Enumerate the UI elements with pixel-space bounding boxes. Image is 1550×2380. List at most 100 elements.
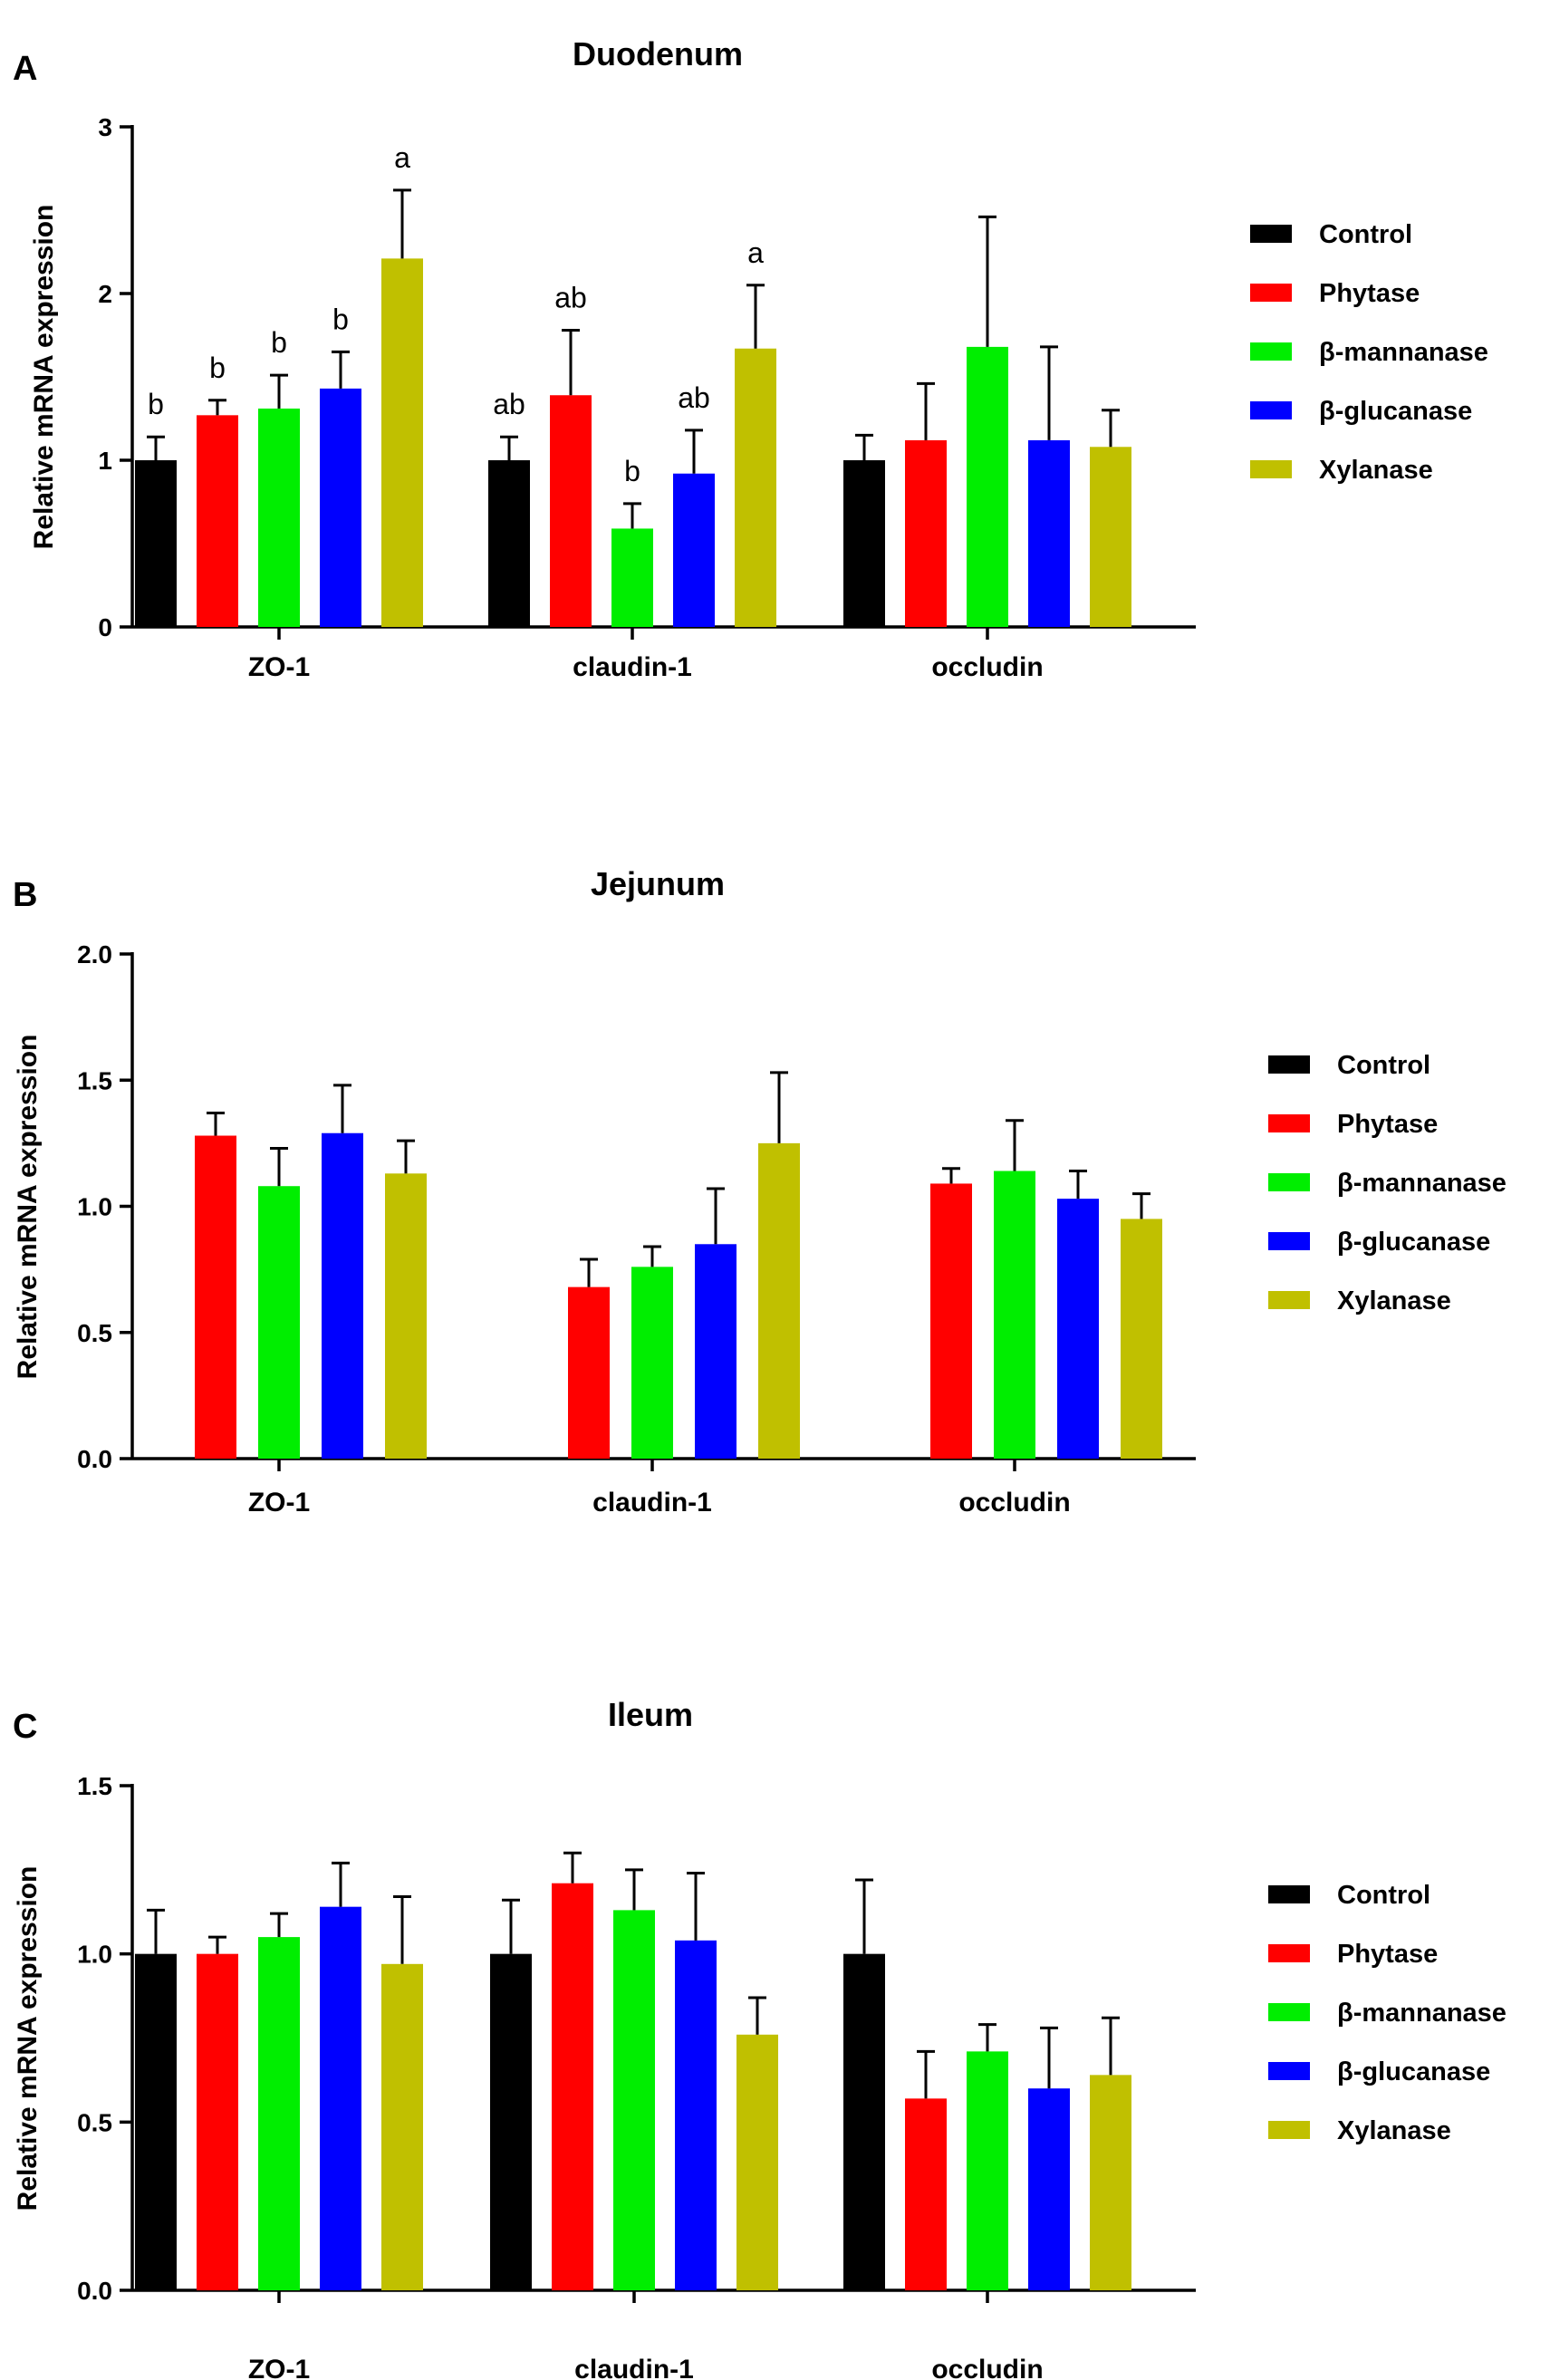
bar-occludin--mannanase bbox=[994, 1171, 1035, 1459]
bar-claudin-1--glucanase bbox=[675, 1940, 717, 2290]
panel-letter: C bbox=[13, 1708, 37, 1746]
bar-occludin-xylanase bbox=[1090, 447, 1131, 627]
bar-zo-1--glucanase bbox=[320, 388, 361, 627]
bar-zo-1--glucanase bbox=[322, 1132, 363, 1459]
bar-claudin-1-phytase bbox=[550, 395, 592, 627]
chart-title: Duodenum bbox=[573, 35, 743, 72]
bar-occludin-control bbox=[843, 1953, 885, 2290]
legend-entry: β-glucanase bbox=[1337, 2057, 1490, 2086]
legend-swatch bbox=[1268, 1114, 1310, 1132]
y-axis-label: Relative mRNA expression bbox=[13, 1035, 43, 1380]
chart-title: Jejunum bbox=[591, 865, 725, 902]
x-tick-label: claudin-1 bbox=[573, 652, 692, 682]
significance-label: ab bbox=[554, 281, 587, 313]
y-tick-label: 1.0 bbox=[77, 1193, 112, 1221]
x-tick-label: ZO-1 bbox=[248, 2355, 310, 2380]
legend-swatch bbox=[1268, 1232, 1310, 1250]
bar-zo-1-xylanase bbox=[381, 258, 423, 627]
chart-title: Ileum bbox=[608, 1696, 693, 1733]
legend-entry: Control bbox=[1337, 1051, 1430, 1080]
x-tick-label: claudin-1 bbox=[574, 2355, 694, 2380]
legend-entry: β-glucanase bbox=[1319, 397, 1472, 426]
legend-swatch bbox=[1250, 284, 1292, 302]
chart-panel-c: C Ileum Relative mRNA expression 0.0 0.5 1.0 1… bbox=[13, 1696, 1507, 2380]
x-tick-label: claudin-1 bbox=[592, 1488, 712, 1518]
bar-claudin-1--glucanase bbox=[695, 1244, 736, 1459]
bar-claudin-1-xylanase bbox=[735, 348, 776, 627]
y-tick-label: 3 bbox=[98, 113, 112, 141]
significance-label: ab bbox=[493, 388, 525, 420]
legend-entry: β-mannanase bbox=[1337, 1169, 1507, 1198]
bar-zo-1-xylanase bbox=[385, 1173, 427, 1459]
bar-occludin--mannanase bbox=[967, 2051, 1008, 2290]
legend-swatch bbox=[1250, 225, 1292, 243]
bar-claudin-1-phytase bbox=[552, 1883, 593, 2290]
y-tick-label: 1.5 bbox=[77, 1066, 112, 1094]
bar-occludin-phytase bbox=[905, 439, 947, 627]
y-tick-label: 2 bbox=[98, 280, 112, 308]
significance-label: ab bbox=[678, 381, 710, 414]
x-tick-label: occludin bbox=[931, 2355, 1043, 2380]
legend-entry: Control bbox=[1319, 220, 1412, 249]
bar-claudin-1--mannanase bbox=[613, 1910, 655, 2290]
legend-entry: Phytase bbox=[1319, 279, 1420, 308]
bar-occludin-control bbox=[843, 460, 885, 627]
bar-occludin-xylanase bbox=[1121, 1219, 1162, 1459]
significance-label: a bbox=[394, 141, 410, 174]
y-tick-label: 0.5 bbox=[77, 1319, 112, 1347]
legend-entry: β-mannanase bbox=[1319, 338, 1488, 367]
legend-entry: Control bbox=[1337, 1881, 1430, 1910]
legend-entry: Phytase bbox=[1337, 1940, 1438, 1969]
bar-occludin--mannanase bbox=[967, 346, 1008, 627]
x-tick-label: occludin bbox=[931, 652, 1043, 682]
bar-claudin-1-control bbox=[488, 460, 530, 627]
bar-occludin-phytase bbox=[905, 2098, 947, 2290]
legend-swatch bbox=[1268, 2121, 1310, 2139]
y-axis-label: Relative mRNA expression bbox=[13, 1866, 43, 2211]
bar-zo-1-control bbox=[135, 460, 177, 627]
x-tick-label: ZO-1 bbox=[248, 1488, 310, 1518]
x-tick-label: occludin bbox=[958, 1488, 1070, 1518]
significance-label: b bbox=[148, 388, 164, 420]
legend-swatch bbox=[1268, 1885, 1310, 1903]
legend-entry: Xylanase bbox=[1319, 456, 1433, 485]
y-tick-label: 2.0 bbox=[77, 940, 112, 968]
legend-swatch bbox=[1268, 2062, 1310, 2080]
significance-label: b bbox=[271, 326, 287, 359]
legend-swatch bbox=[1250, 342, 1292, 361]
bar-claudin-1-xylanase bbox=[758, 1142, 800, 1459]
bar-zo-1--glucanase bbox=[320, 1906, 361, 2290]
chart-panel-b: B Jejunum Relative mRNA expression 0.0 0.5 1.… bbox=[13, 865, 1507, 1518]
y-tick-label: 1 bbox=[98, 447, 112, 475]
significance-label: a bbox=[747, 236, 764, 269]
bar-occludin--glucanase bbox=[1028, 2088, 1070, 2290]
bar-claudin-1-control bbox=[490, 1953, 532, 2290]
significance-label: b bbox=[209, 352, 226, 384]
bar-zo-1--mannanase bbox=[258, 1186, 300, 1459]
legend-swatch bbox=[1250, 460, 1292, 478]
legend-swatch bbox=[1268, 1291, 1310, 1309]
x-tick-label: ZO-1 bbox=[248, 652, 310, 682]
legend-swatch bbox=[1268, 2003, 1310, 2021]
bar-zo-1-phytase bbox=[197, 415, 238, 627]
bar-occludin-xylanase bbox=[1090, 2075, 1131, 2290]
significance-label: b bbox=[332, 303, 349, 335]
y-tick-label: 0 bbox=[98, 613, 112, 641]
bar-zo-1--mannanase bbox=[258, 1937, 300, 2290]
legend-entry: Xylanase bbox=[1337, 1286, 1451, 1315]
legend-swatch bbox=[1268, 1944, 1310, 1962]
significance-label: b bbox=[624, 455, 640, 487]
bar-claudin-1-xylanase bbox=[736, 2034, 778, 2290]
panel-letter: B bbox=[13, 876, 37, 914]
y-tick-label: 0.0 bbox=[77, 2277, 112, 2305]
legend-entry: β-mannanase bbox=[1337, 1999, 1507, 2028]
bar-occludin--glucanase bbox=[1057, 1199, 1099, 1459]
bar-claudin-1-phytase bbox=[568, 1286, 610, 1459]
bar-occludin--glucanase bbox=[1028, 439, 1070, 627]
y-tick-label: 1.0 bbox=[77, 1941, 112, 1969]
bar-zo-1-phytase bbox=[195, 1135, 236, 1459]
legend-swatch bbox=[1268, 1055, 1310, 1074]
bar-zo-1-phytase bbox=[197, 1953, 238, 2290]
bar-occludin-phytase bbox=[930, 1183, 972, 1459]
